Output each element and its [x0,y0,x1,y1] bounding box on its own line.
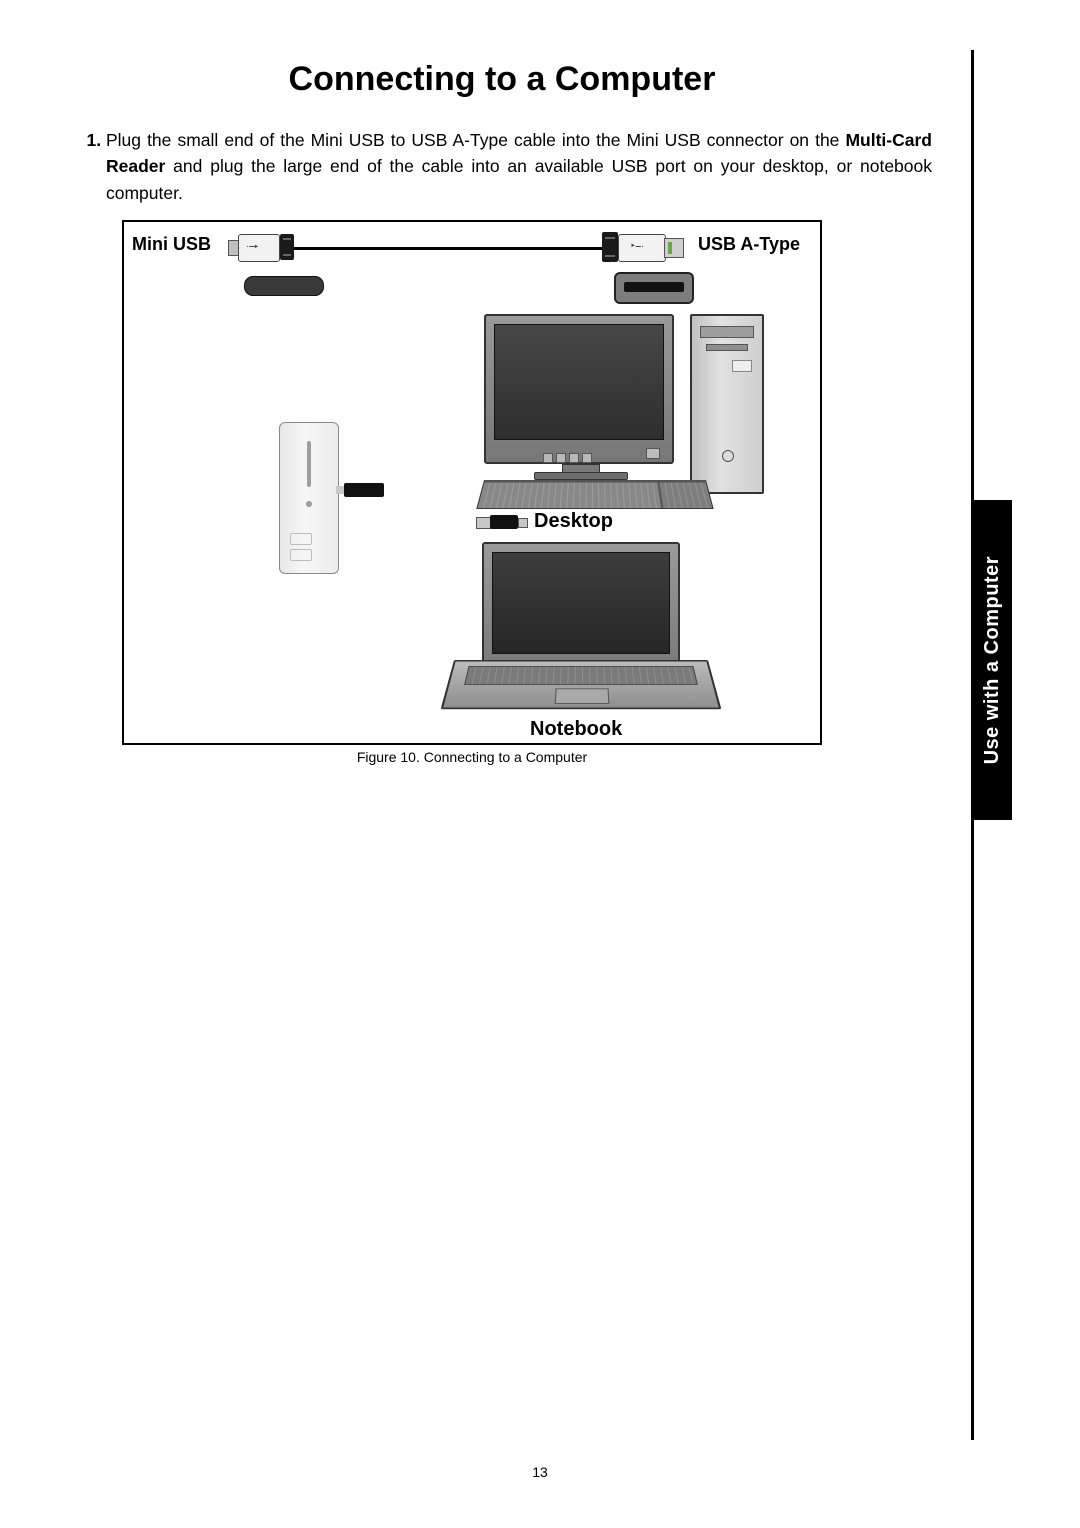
desktop-tower-icon [690,314,764,494]
section-tab: Use with a Computer [972,500,1012,820]
usb-a-port-icon [614,272,694,304]
step-1-text: Plug the small end of the Mini USB to US… [106,130,932,203]
mini-usb-plug-icon: ·⎯‣ [228,234,296,260]
desktop-monitor-icon [484,314,674,464]
desktop-keyboard-icon [476,480,713,509]
figure-diagram: Mini USB USB A-Type Desktop Notebook ·⎯‣… [122,220,822,745]
card-reader-top-icon [244,276,324,296]
label-usb-a: USB A-Type [698,234,800,255]
figure-caption: Figure 10. Connecting to a Computer [122,749,822,765]
label-mini-usb: Mini USB [132,234,211,255]
figure: Mini USB USB A-Type Desktop Notebook ·⎯‣… [122,220,822,765]
step-1: Plug the small end of the Mini USB to US… [106,127,932,206]
usb-a-plug-icon: ‣⎯· [602,232,684,262]
card-reader-side-icon [279,422,339,574]
step-1-pre: Plug the small end of the Mini USB to US… [106,130,845,150]
label-desktop: Desktop [534,510,613,533]
step-1-post: and plug the large end of the cable into… [106,156,932,202]
steps-list: Plug the small end of the Mini USB to US… [72,127,932,206]
notebook-icon [454,542,704,722]
page-title: Connecting to a Computer [72,60,932,99]
desktop-usb-connector-icon [476,515,526,529]
usb-cable [294,247,604,250]
monitor-base-icon [534,472,628,480]
page-number: 13 [0,1464,1080,1480]
section-tab-label: Use with a Computer [981,556,1004,764]
